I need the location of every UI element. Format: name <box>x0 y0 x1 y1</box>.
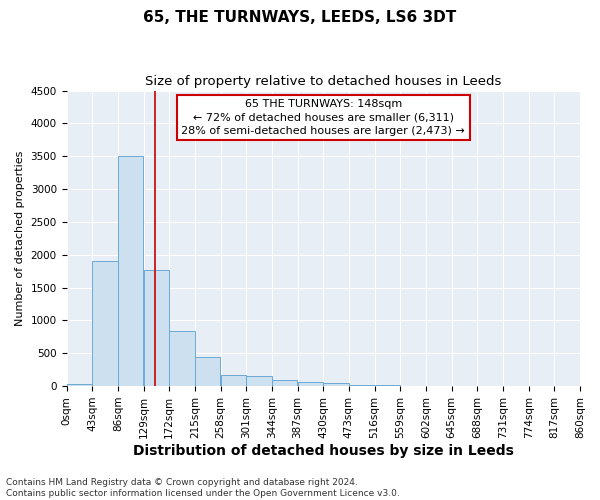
Bar <box>323 384 349 386</box>
Title: Size of property relative to detached houses in Leeds: Size of property relative to detached ho… <box>145 75 502 88</box>
Bar <box>195 356 220 386</box>
Bar <box>272 380 298 386</box>
Text: Contains HM Land Registry data © Crown copyright and database right 2024.
Contai: Contains HM Land Registry data © Crown c… <box>6 478 400 498</box>
Text: 65 THE TURNWAYS: 148sqm
← 72% of detached houses are smaller (6,311)
28% of semi: 65 THE TURNWAYS: 148sqm ← 72% of detache… <box>181 100 465 136</box>
Bar <box>118 156 143 386</box>
Bar <box>298 382 323 386</box>
X-axis label: Distribution of detached houses by size in Leeds: Distribution of detached houses by size … <box>133 444 514 458</box>
Bar <box>67 384 92 386</box>
Bar <box>92 262 118 386</box>
Text: 65, THE TURNWAYS, LEEDS, LS6 3DT: 65, THE TURNWAYS, LEEDS, LS6 3DT <box>143 10 457 25</box>
Bar <box>221 375 246 386</box>
Bar <box>349 385 374 386</box>
Bar <box>143 270 169 386</box>
Bar <box>169 331 195 386</box>
Bar <box>247 376 272 386</box>
Y-axis label: Number of detached properties: Number of detached properties <box>15 150 25 326</box>
